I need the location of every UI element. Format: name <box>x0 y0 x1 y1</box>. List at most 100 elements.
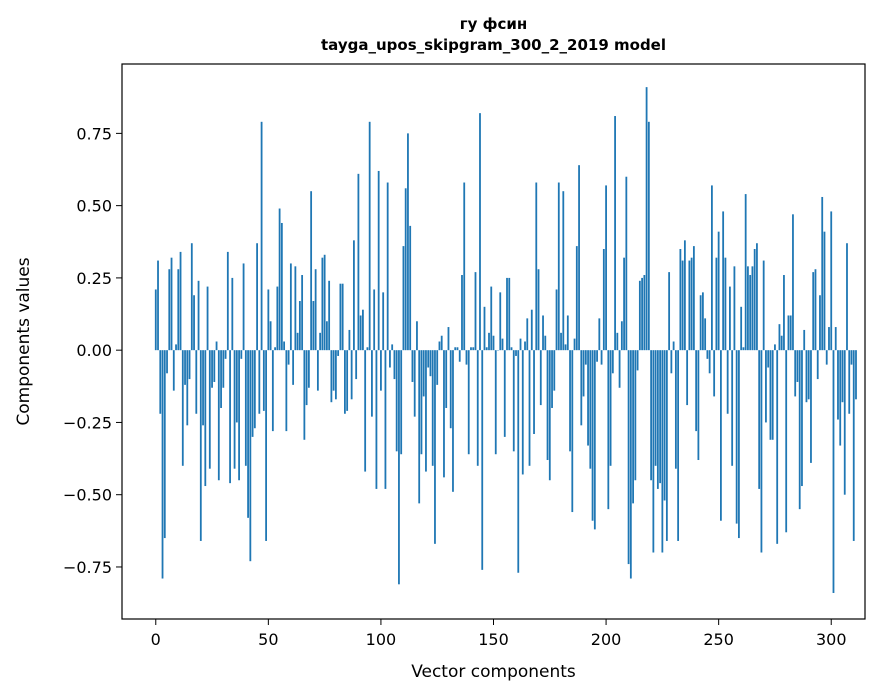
bar <box>692 246 695 351</box>
bar <box>589 350 592 469</box>
bar <box>199 350 202 541</box>
y-tick-label: 0.25 <box>76 269 112 288</box>
bar <box>515 350 517 356</box>
bar <box>769 350 772 440</box>
bar <box>184 350 186 385</box>
x-axis: 0 50 100 150 200 250 300 <box>151 619 847 649</box>
bar <box>310 191 313 351</box>
bar <box>285 350 288 432</box>
bar <box>454 347 457 351</box>
bar <box>175 344 177 351</box>
bar <box>546 350 549 461</box>
bar <box>711 185 713 351</box>
bar <box>443 350 445 478</box>
bar <box>402 246 405 351</box>
bar <box>366 347 369 351</box>
bar <box>508 277 511 351</box>
bar <box>855 350 857 400</box>
bar <box>575 246 578 351</box>
bar <box>461 275 463 351</box>
bar <box>690 257 693 351</box>
bar <box>330 350 333 403</box>
chart-title: гу фсин tayga_upos_skipgram_300_2_2019 mo… <box>321 15 666 54</box>
bar <box>679 249 682 351</box>
bar <box>316 350 319 391</box>
bar <box>371 350 373 417</box>
bar <box>654 350 657 466</box>
bar <box>157 260 159 351</box>
bar <box>249 350 252 562</box>
bar <box>645 87 648 351</box>
bar <box>474 272 477 351</box>
bar <box>395 350 398 452</box>
bar <box>220 350 222 408</box>
bar <box>253 350 256 429</box>
bar <box>530 309 533 351</box>
bar <box>681 260 684 351</box>
bar <box>749 275 752 351</box>
bar <box>177 269 180 351</box>
bar <box>481 350 484 570</box>
bar <box>420 350 423 455</box>
x-tick-label: 100 <box>366 630 397 649</box>
bar <box>591 350 594 521</box>
bar <box>181 350 184 466</box>
bar <box>278 208 281 351</box>
bar <box>350 350 353 400</box>
bar <box>375 350 378 489</box>
bar <box>571 350 574 513</box>
bar <box>852 350 855 541</box>
bar <box>391 344 394 351</box>
bar <box>416 321 418 351</box>
bar <box>785 350 788 533</box>
bar <box>789 315 792 351</box>
bar <box>413 350 416 417</box>
bar <box>429 350 432 377</box>
bar <box>215 341 218 351</box>
bar <box>240 350 243 359</box>
bar <box>627 350 630 565</box>
bar <box>598 318 601 351</box>
bar <box>485 347 488 351</box>
bar <box>265 350 267 541</box>
bar <box>242 263 245 351</box>
bar <box>816 350 819 380</box>
bar <box>463 182 466 351</box>
bar <box>179 251 182 351</box>
bar <box>170 257 173 351</box>
bar <box>427 350 430 368</box>
bar <box>677 350 680 541</box>
bar <box>607 350 610 510</box>
bar <box>393 350 396 380</box>
bar <box>560 332 562 351</box>
bar <box>839 350 842 446</box>
bar <box>357 173 360 351</box>
bar <box>510 347 513 351</box>
bar <box>744 194 747 351</box>
bar <box>776 350 779 544</box>
bar <box>774 344 776 351</box>
bar <box>368 121 371 351</box>
bar <box>274 347 276 351</box>
bar <box>231 277 234 351</box>
bar <box>294 266 297 351</box>
bar <box>226 251 229 351</box>
bar <box>411 350 414 382</box>
bar <box>783 275 785 351</box>
bar <box>208 350 211 469</box>
bar <box>465 350 468 365</box>
bar <box>506 277 508 351</box>
bar <box>334 350 337 400</box>
bar <box>683 240 686 351</box>
bar <box>733 266 736 351</box>
bar <box>760 350 763 553</box>
bar <box>353 240 355 351</box>
bar <box>449 350 452 429</box>
bar <box>668 272 671 351</box>
bar <box>807 350 810 400</box>
bar <box>244 350 247 466</box>
chart-title-line: гу фсин <box>460 15 528 33</box>
bar <box>562 191 565 351</box>
bar <box>803 329 806 351</box>
bar <box>409 225 412 351</box>
